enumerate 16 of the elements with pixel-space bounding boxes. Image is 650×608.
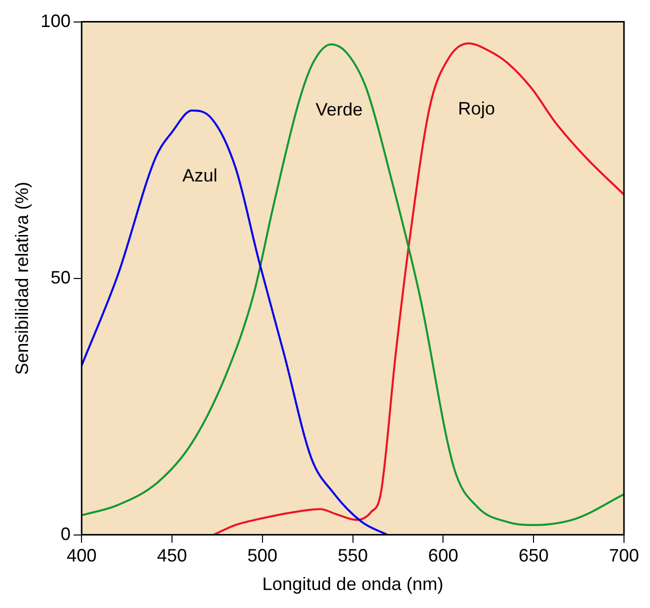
series-label: Rojo [458,98,496,118]
y-tick-label: 50 [50,267,71,288]
x-tick-label: 500 [247,546,278,566]
x-tick-label: 600 [428,546,458,566]
x-tick-label: 550 [338,546,368,566]
series-label: Verde [316,99,363,120]
y-tick-label: 100 [40,10,71,31]
x-tick-label: 700 [608,546,640,566]
x-axis-title: Longitud de onda (nm) [262,574,444,594]
series-label: Azul [182,166,218,186]
y-axis-title: Sensibilidad relativa (%) [12,182,32,375]
line-series [82,43,624,526]
x-tick-label: 450 [157,546,188,566]
y-tick-label: 0 [60,524,71,544]
x-tick-label: 400 [66,546,97,566]
x-tick-label: 650 [518,546,549,566]
